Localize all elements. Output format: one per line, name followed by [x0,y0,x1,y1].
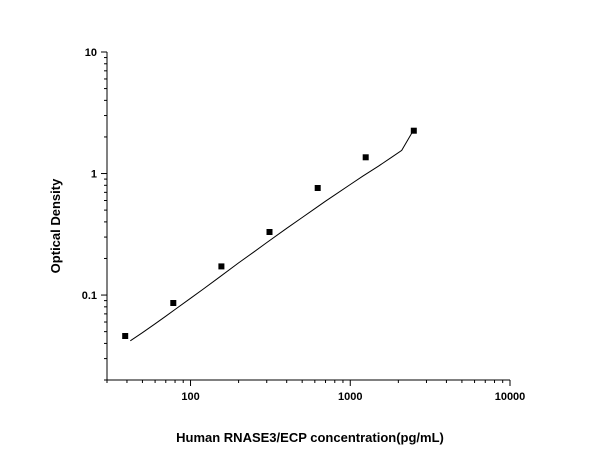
data-point [218,263,225,270]
data-point [122,333,129,339]
y-tick-label: 1 [91,169,97,181]
y-tick-label: 0.1 [82,290,97,302]
data-point [410,127,417,134]
x-tick-label: 10000 [495,391,526,403]
y-tick-label: 10 [85,47,97,59]
x-tick-label: 1000 [338,391,362,403]
x-tick-label: 100 [181,391,199,403]
data-point [266,229,273,235]
data-point [362,154,369,161]
data-point [314,185,321,191]
axes [106,52,510,381]
x-ticks: 100 1000 10000 [106,380,526,403]
x-axis-label: Human RNASE3/ECP concentration(pg/mL) [176,430,444,445]
y-axis-label: Optical Density [48,178,63,273]
data-point [170,300,177,306]
y-ticks: 0.1 1 10 [82,47,107,381]
data-points [122,127,417,339]
fit-curve-line [130,129,415,342]
